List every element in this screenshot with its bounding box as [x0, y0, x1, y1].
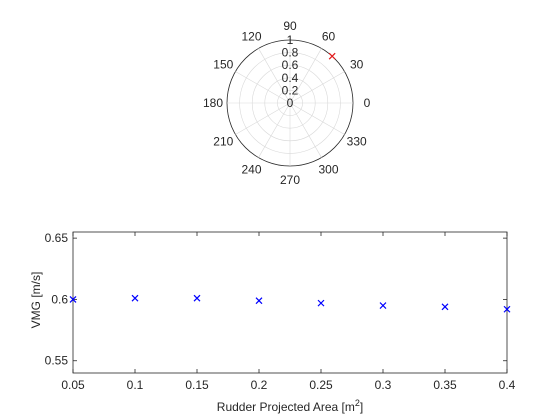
- polar-point: [328, 52, 336, 60]
- polar-angle-tick-label: 330: [347, 135, 367, 149]
- scatter-data-points: [69, 294, 511, 313]
- polar-radius-tick-label: 1: [287, 33, 294, 47]
- polar-angle-tick-label: 240: [241, 163, 261, 177]
- polar-data-points: [328, 52, 336, 60]
- polar-angle-tick-label: 150: [213, 58, 233, 72]
- scatter-point: [255, 297, 263, 305]
- scatter-point: [379, 302, 387, 309]
- polar-radius-tick-label: 0.4: [282, 71, 299, 85]
- scatter-point: [131, 294, 139, 302]
- polar-angle-tick-label: 0: [364, 96, 371, 110]
- x-tick-label: 0.25: [309, 378, 333, 392]
- polar-angle-labels: 0 30 60 90 120 150 180 210 240 270 300 330: [203, 19, 371, 187]
- x-axis-ticks: 0.05 0.1 0.15 0.2 0.25 0.3 0.35 0.4: [61, 232, 516, 392]
- y-axis-label: VMG [m/s]: [29, 272, 43, 329]
- polar-angle-tick-label: 180: [203, 96, 223, 110]
- polar-angle-tick-label: 270: [280, 173, 300, 187]
- polar-radius-tick-label: 0: [287, 96, 294, 110]
- polar-angle-tick-label: 60: [322, 29, 336, 43]
- polar-spoke: [289, 48, 322, 104]
- polar-spoke: [289, 71, 345, 104]
- x-tick-label: 0.05: [61, 378, 85, 392]
- y-axis-ticks: 0.55 0.6 0.65: [45, 231, 507, 368]
- x-tick-label: 0.15: [185, 378, 209, 392]
- polar-spoke: [289, 102, 345, 135]
- polar-radius-tick-label: 0.2: [282, 83, 299, 97]
- polar-grid: [226, 39, 354, 167]
- polar-spoke: [258, 102, 291, 158]
- polar-spoke: [258, 48, 291, 104]
- polar-spoke: [235, 71, 291, 104]
- x-tick-label: 0.2: [251, 378, 268, 392]
- plot-area: [72, 231, 508, 374]
- x-tick-label: 0.35: [433, 378, 457, 392]
- polar-radius-tick-label: 0.8: [282, 46, 299, 60]
- scatter-point: [441, 303, 449, 311]
- x-tick-label: 0.1: [127, 378, 144, 392]
- scatter-chart: 0.05 0.1 0.15 0.2 0.25 0.3 0.35 0.4 0.55 0.6 0.65…: [29, 231, 516, 414]
- polar-radius-tick-label: 0.6: [282, 58, 299, 72]
- scatter-point: [69, 296, 77, 303]
- y-tick-label: 0.65: [45, 231, 69, 245]
- scatter-point: [193, 294, 201, 302]
- y-tick-label: 0.6: [51, 292, 68, 306]
- polar-spoke: [235, 102, 291, 135]
- polar-radius-labels: 00.20.40.60.81: [282, 33, 299, 110]
- polar-angle-tick-label: 210: [213, 135, 233, 149]
- scatter-point: [317, 299, 325, 307]
- polar-angle-tick-label: 30: [350, 58, 364, 72]
- x-axis-label: Rudder Projected Area [m2]: [217, 398, 363, 414]
- polar-angle-tick-label: 120: [241, 29, 261, 43]
- scatter-point: [503, 305, 511, 313]
- x-tick-label: 0.4: [499, 378, 516, 392]
- x-tick-label: 0.3: [375, 378, 392, 392]
- polar-angle-tick-label: 90: [283, 19, 297, 33]
- polar-angle-tick-label: 300: [318, 163, 338, 177]
- polar-spoke: [289, 102, 322, 158]
- y-tick-label: 0.55: [45, 354, 69, 368]
